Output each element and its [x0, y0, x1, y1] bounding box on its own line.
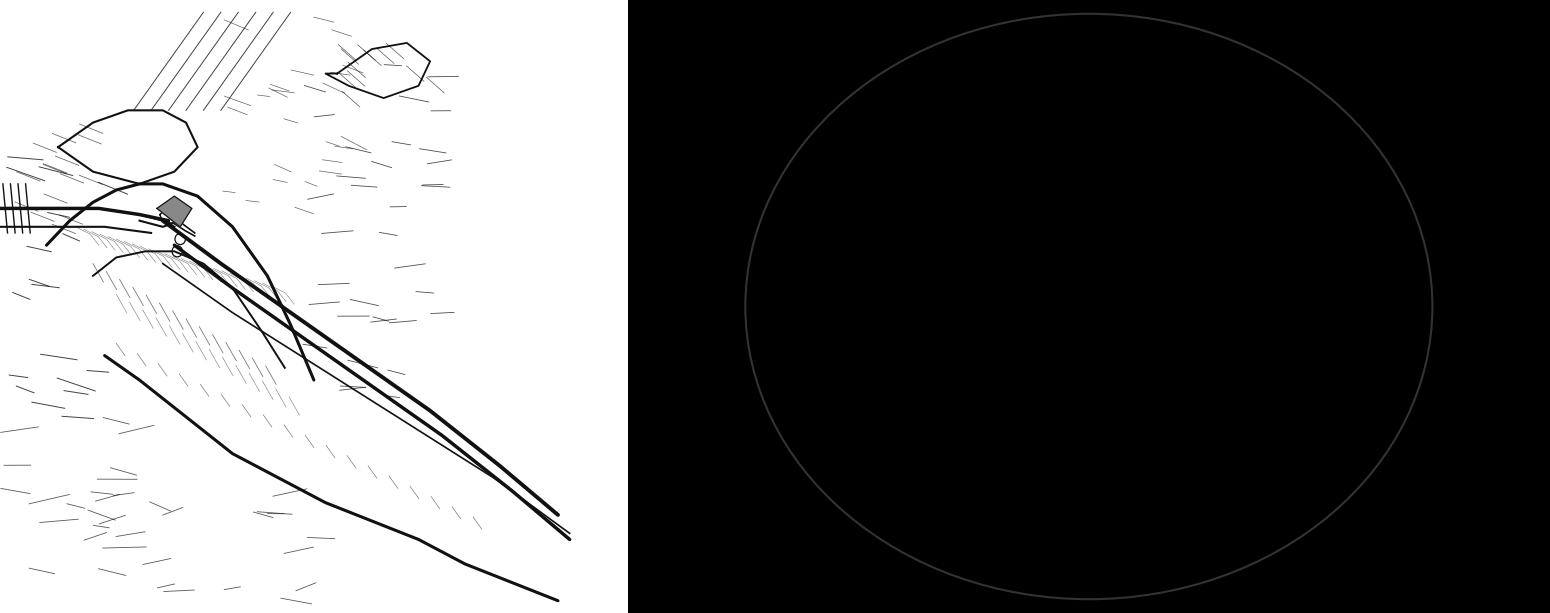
Ellipse shape	[747, 15, 1431, 598]
PathPatch shape	[628, 0, 1550, 613]
Ellipse shape	[775, 25, 1403, 319]
Ellipse shape	[665, 356, 959, 527]
Circle shape	[998, 185, 1014, 195]
Polygon shape	[157, 196, 192, 227]
Ellipse shape	[953, 159, 1003, 184]
Polygon shape	[702, 215, 1015, 429]
Ellipse shape	[983, 177, 1011, 192]
Ellipse shape	[1080, 392, 1431, 564]
Circle shape	[989, 167, 1004, 177]
Circle shape	[961, 161, 976, 170]
Polygon shape	[1015, 12, 1550, 490]
